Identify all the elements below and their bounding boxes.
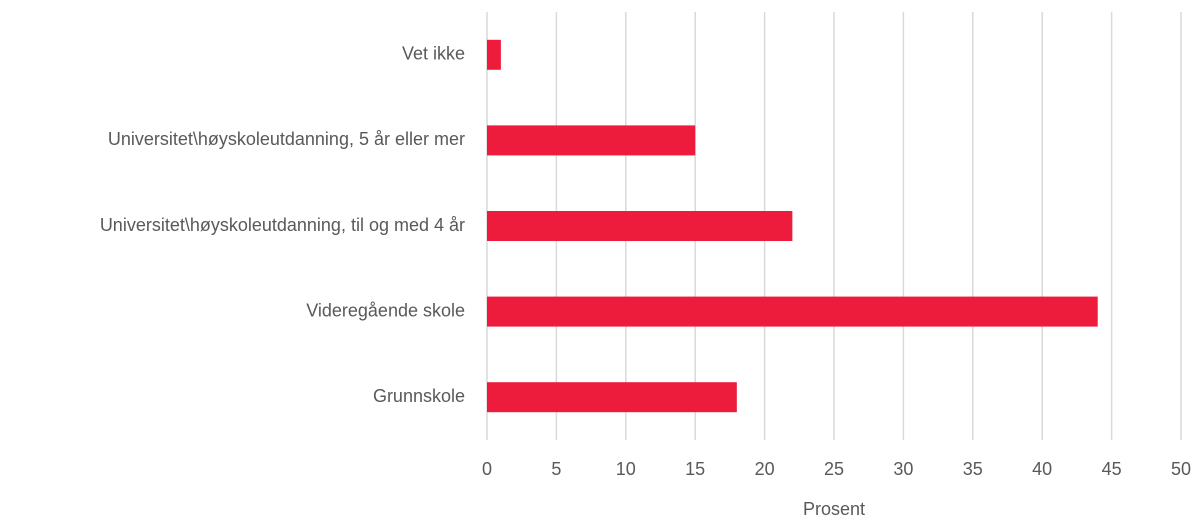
x-axis-label: Prosent: [803, 499, 865, 519]
x-tick-label: 5: [551, 459, 561, 479]
x-tick-label: 50: [1171, 459, 1191, 479]
x-tick-label: 20: [755, 459, 775, 479]
bar: [487, 39, 501, 70]
x-tick-label: 25: [824, 459, 844, 479]
x-tick-label: 40: [1032, 459, 1052, 479]
y-tick-label: Videregående skole: [306, 300, 465, 320]
y-tick-label: Grunnskole: [373, 386, 465, 406]
y-tick-label: Universitet\høyskoleutdanning, til og me…: [100, 215, 465, 235]
y-tick-label: Vet ikke: [402, 44, 465, 64]
bar: [487, 296, 1098, 327]
x-tick-label: 45: [1102, 459, 1122, 479]
x-tick-label: 30: [893, 459, 913, 479]
x-tick-label: 0: [482, 459, 492, 479]
bar: [487, 382, 737, 413]
x-tick-label: 35: [963, 459, 983, 479]
x-tick-label: 15: [685, 459, 705, 479]
y-tick-label: Universitet\høyskoleutdanning, 5 år elle…: [108, 129, 465, 149]
bar: [487, 125, 696, 156]
x-tick-label: 10: [616, 459, 636, 479]
bar: [487, 211, 793, 241]
